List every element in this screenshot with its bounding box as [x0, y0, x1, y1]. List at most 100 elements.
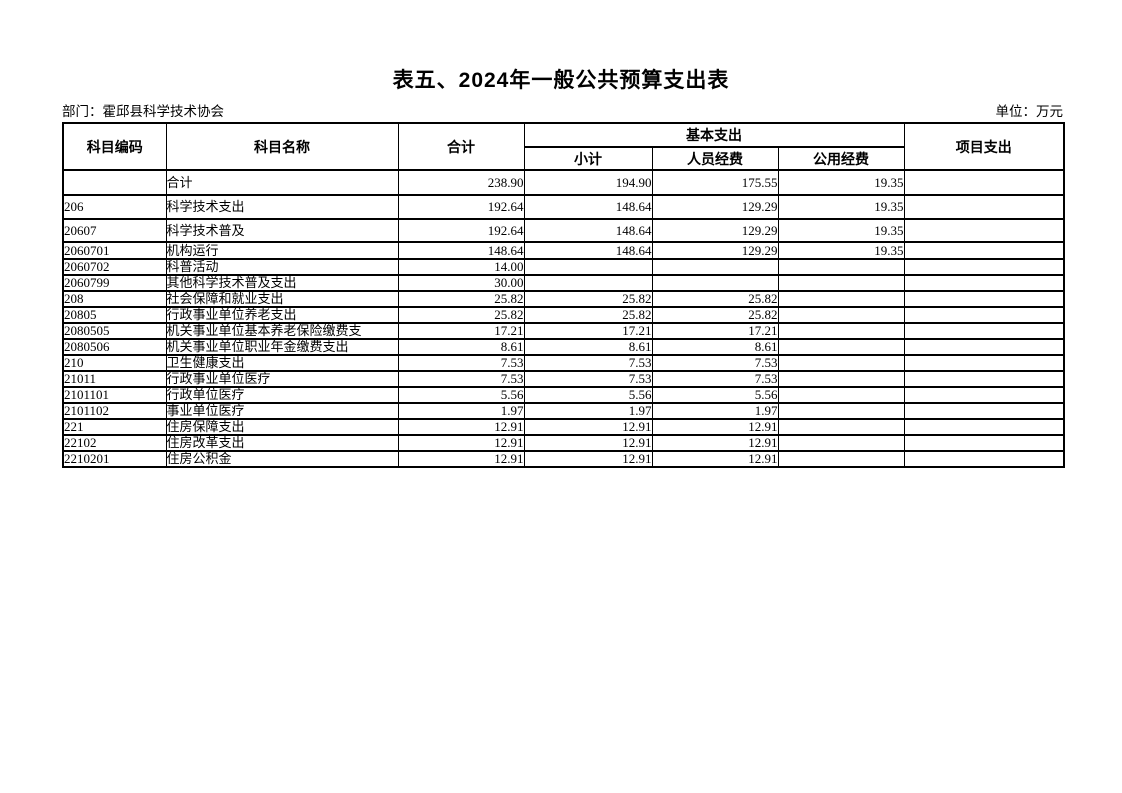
- cell-name: 事业单位医疗: [165, 402, 399, 420]
- cell-personnel: 129.29: [651, 194, 779, 220]
- cell-public: [777, 258, 905, 276]
- cell-total: 192.64: [397, 218, 525, 243]
- cell-subtotal: 7.53: [523, 354, 653, 372]
- table-row: 210 卫生健康支出 7.53 7.53 7.53: [62, 354, 1065, 372]
- table-row: 2060701 机构运行 148.64 148.64 129.29 19.35: [62, 241, 1065, 260]
- cell-personnel: [651, 274, 779, 292]
- cell-code: 2101102: [62, 402, 167, 420]
- cell-subtotal: 25.82: [523, 290, 653, 308]
- cell-total: 1.97: [397, 402, 525, 420]
- cell-subtotal: 1.97: [523, 402, 653, 420]
- cell-project: [903, 218, 1065, 243]
- cell-total: 7.53: [397, 370, 525, 388]
- cell-subtotal: 12.91: [523, 418, 653, 436]
- cell-name: 行政单位医疗: [165, 386, 399, 404]
- cell-personnel: 7.53: [651, 354, 779, 372]
- cell-public: 19.35: [777, 194, 905, 220]
- cell-public: [777, 370, 905, 388]
- page-title: 表五、2024年一般公共预算支出表: [392, 69, 730, 92]
- cell-personnel: 25.82: [651, 290, 779, 308]
- cell-public: 19.35: [777, 169, 905, 196]
- table-row: 2080506 机关事业单位职业年金缴费支出 8.61 8.61 8.61: [62, 338, 1065, 356]
- cell-code: 208: [62, 290, 167, 308]
- cell-code: 206: [62, 194, 167, 220]
- header-cell-personnel: 人员经费: [651, 146, 779, 171]
- cell-subtotal: 17.21: [523, 322, 653, 340]
- cell-subtotal: [523, 274, 653, 292]
- budget-table: 科目编码 科目名称 合计 基本支出 项目支出 小计 人员经费 公用经费 合计 23…: [62, 122, 1065, 468]
- cell-public: [777, 306, 905, 324]
- header-cell-total: 合计: [397, 122, 525, 171]
- cell-total: 25.82: [397, 290, 525, 308]
- cell-name: 合计: [165, 169, 399, 196]
- cell-total: 17.21: [397, 322, 525, 340]
- cell-code: 2210201: [62, 450, 167, 468]
- table-row: 2210201 住房公积金 12.91 12.91 12.91: [62, 450, 1065, 468]
- cell-code: 221: [62, 418, 167, 436]
- cell-personnel: 12.91: [651, 434, 779, 452]
- cell-name: 机关事业单位基本养老保险缴费支: [165, 322, 399, 340]
- cell-subtotal: [523, 258, 653, 276]
- cell-project: [903, 241, 1065, 260]
- cell-personnel: 8.61: [651, 338, 779, 356]
- cell-total: 14.00: [397, 258, 525, 276]
- cell-name: 社会保障和就业支出: [165, 290, 399, 308]
- cell-name: 机构运行: [165, 241, 399, 260]
- cell-code: 20805: [62, 306, 167, 324]
- cell-public: [777, 290, 905, 308]
- table-body: 合计 238.90 194.90 175.55 19.35 206 科学技术支出 192.64…: [62, 169, 1065, 468]
- cell-project: [903, 322, 1065, 340]
- header-cell-basic-subtotal: 小计: [523, 146, 653, 171]
- cell-public: [777, 450, 905, 468]
- cell-code: 22102: [62, 434, 167, 452]
- cell-project: [903, 274, 1065, 292]
- cell-project: [903, 290, 1065, 308]
- cell-name: 机关事业单位职业年金缴费支出: [165, 338, 399, 356]
- cell-name: 其他科学技术普及支出: [165, 274, 399, 292]
- cell-public: [777, 274, 905, 292]
- cell-personnel: 12.91: [651, 450, 779, 468]
- cell-subtotal: 148.64: [523, 194, 653, 220]
- cell-public: [777, 434, 905, 452]
- unit-label: 单位：万元: [995, 104, 1064, 119]
- cell-project: [903, 354, 1065, 372]
- cell-code: 21011: [62, 370, 167, 388]
- table-row: 2080505 机关事业单位基本养老保险缴费支 17.21 17.21 17.21: [62, 322, 1065, 340]
- cell-subtotal: 148.64: [523, 241, 653, 260]
- cell-personnel: 5.56: [651, 386, 779, 404]
- cell-public: 19.35: [777, 241, 905, 260]
- cell-public: [777, 386, 905, 404]
- cell-total: 25.82: [397, 306, 525, 324]
- cell-project: [903, 386, 1065, 404]
- header-cell-name: 科目名称: [165, 122, 399, 171]
- cell-subtotal: 8.61: [523, 338, 653, 356]
- cell-total: 238.90: [397, 169, 525, 196]
- cell-code: 20607: [62, 218, 167, 243]
- cell-personnel: [651, 258, 779, 276]
- cell-name: 住房公积金: [165, 450, 399, 468]
- table-row: 208 社会保障和就业支出 25.82 25.82 25.82: [62, 290, 1065, 308]
- cell-total: 7.53: [397, 354, 525, 372]
- cell-project: [903, 258, 1065, 276]
- cell-total: 5.56: [397, 386, 525, 404]
- table-row: 22102 住房改革支出 12.91 12.91 12.91: [62, 434, 1065, 452]
- table-row: 2060702 科普活动 14.00: [62, 258, 1065, 276]
- cell-personnel: 7.53: [651, 370, 779, 388]
- cell-public: [777, 338, 905, 356]
- cell-project: [903, 370, 1065, 388]
- cell-subtotal: 12.91: [523, 450, 653, 468]
- header-cell-public: 公用经费: [777, 146, 905, 171]
- cell-code: 2080505: [62, 322, 167, 340]
- cell-personnel: 25.82: [651, 306, 779, 324]
- cell-code: 2080506: [62, 338, 167, 356]
- table-row: 221 住房保障支出 12.91 12.91 12.91: [62, 418, 1065, 436]
- table-row: 21011 行政事业单位医疗 7.53 7.53 7.53: [62, 370, 1065, 388]
- cell-code: [62, 169, 167, 196]
- cell-subtotal: 25.82: [523, 306, 653, 324]
- cell-personnel: 175.55: [651, 169, 779, 196]
- cell-personnel: 1.97: [651, 402, 779, 420]
- cell-code: 2060702: [62, 258, 167, 276]
- cell-project: [903, 434, 1065, 452]
- cell-name: 住房保障支出: [165, 418, 399, 436]
- header-cell-code: 科目编码: [62, 122, 167, 171]
